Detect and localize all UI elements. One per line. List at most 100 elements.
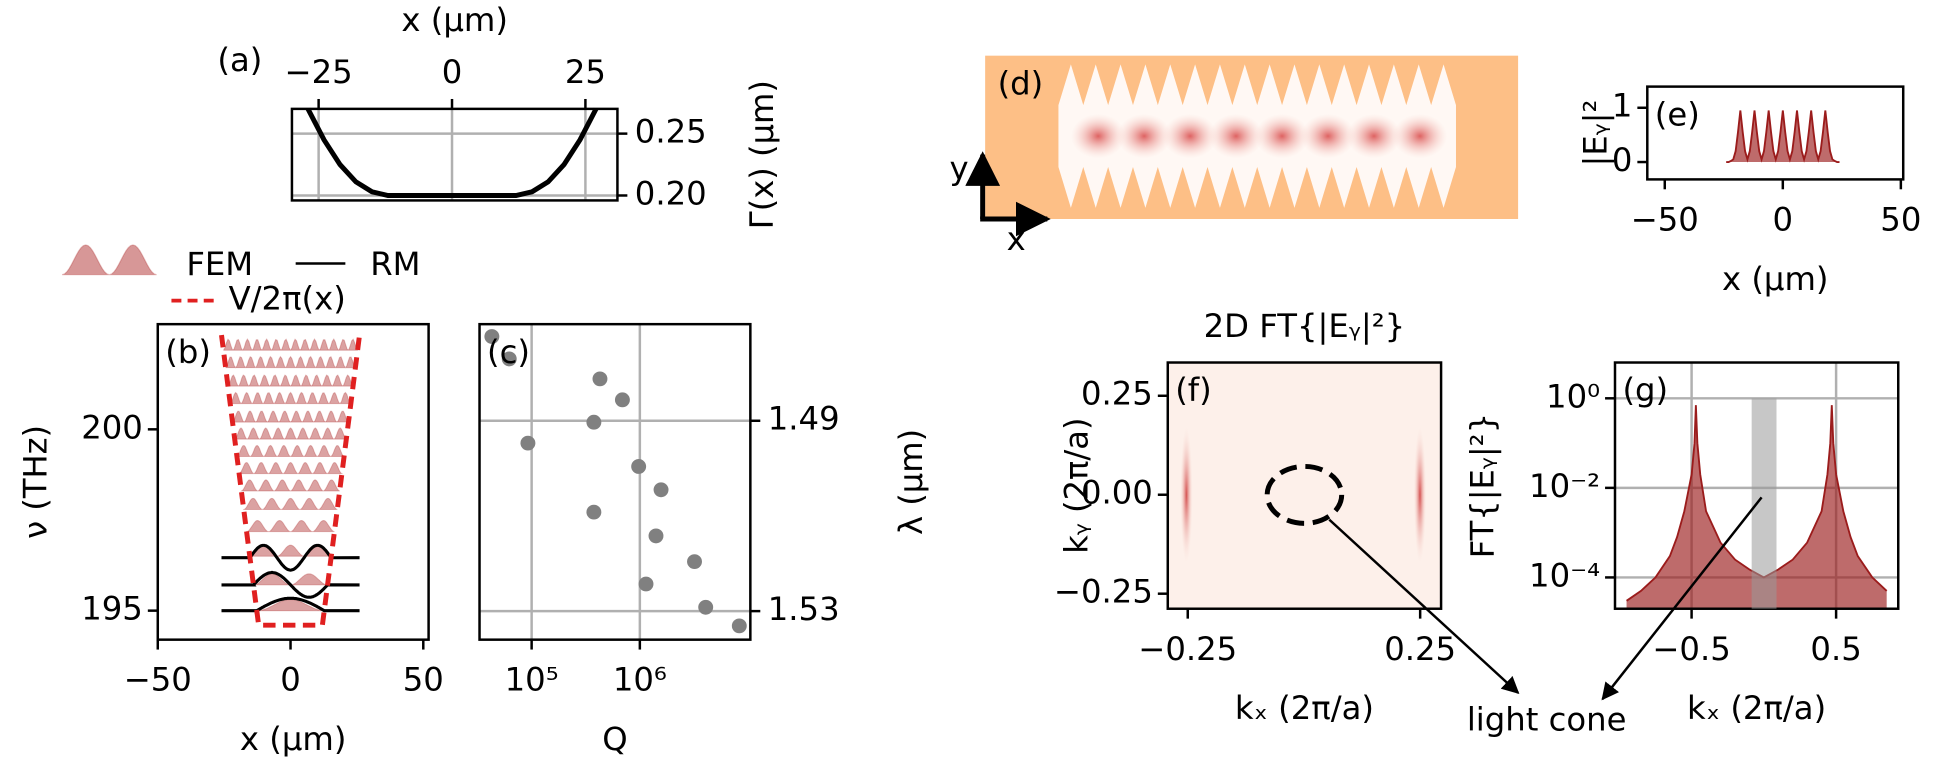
y-tick-label: 200 (81, 408, 143, 446)
x-tick-label: 0 (1773, 201, 1794, 239)
scatter-point (653, 482, 669, 498)
panel-label: (d) (998, 64, 1044, 102)
y-tick-label: 10⁻⁴ (1529, 556, 1600, 594)
rm-mode (221, 570, 360, 599)
y-tick-label: 1.49 (768, 400, 840, 438)
field-lobe (1346, 113, 1402, 159)
y-tick-label: −0.25 (1054, 573, 1153, 611)
y-tick-label: 0.25 (635, 113, 707, 151)
fem-mode (231, 410, 350, 423)
legend-label: FEM (186, 245, 253, 283)
scatter-point (484, 329, 500, 344)
y-axis-label: ν (THz) (16, 425, 54, 539)
x-axis-label: kₓ (2π/a) (1235, 689, 1374, 727)
fem-mode (240, 479, 340, 492)
plot-frame (1646, 85, 1905, 181)
fem-mode (236, 444, 346, 458)
x-tick-label: 25 (565, 53, 606, 91)
scatter-point (592, 371, 608, 387)
panel: −50 0 50 195 200 x (μm) ν (THz) FEM RM V/2π(x) (b) (16, 244, 444, 758)
plot-area (291, 108, 618, 201)
panel: −0.5 0.5 10⁻⁴ 10⁻² 10⁰ kₓ (2π/a) FT{|Eᵧ|²} (g) l… (1464, 361, 1900, 738)
x-axis-label: kₓ (2π/a) (1687, 689, 1826, 727)
rm-mode (221, 543, 360, 572)
y-tick-label: 0.00 (1081, 474, 1153, 512)
fourier-streak (1180, 426, 1193, 563)
y-axis-label: λ (μm) (892, 429, 930, 535)
y-tick-label: 0.20 (635, 175, 707, 213)
scatter-point (586, 414, 602, 430)
scatter-point (648, 528, 664, 544)
x-tick-label: −0.5 (1652, 630, 1730, 668)
area-fill (1726, 110, 1840, 163)
area-fill (1626, 405, 1887, 609)
scatter-point (687, 554, 702, 570)
arrow (1328, 518, 1520, 695)
x-tick-label: −50 (124, 661, 192, 699)
y-axis-label: Γ(x) (μm) (743, 80, 781, 229)
field-lobe (1116, 113, 1172, 159)
panel-label: (c) (487, 333, 530, 371)
fem-mode (245, 520, 335, 533)
data-line (305, 107, 599, 198)
field-lobe (1300, 113, 1356, 159)
x-tick-label: 0 (442, 53, 463, 91)
panel-label: (g) (1622, 371, 1668, 409)
y-tick-label: 0.25 (1081, 375, 1153, 413)
arrow (1601, 496, 1763, 701)
field-lobe (1392, 113, 1448, 159)
scatter-point (698, 599, 714, 615)
scatter-point (520, 435, 536, 451)
panel: yx (d) (950, 55, 1519, 258)
x-axis-label: x (μm) (401, 1, 508, 39)
panel-label: (b) (165, 333, 211, 371)
panel-label: (f) (1175, 371, 1212, 409)
scatter-point (631, 459, 647, 474)
fem-mode (229, 391, 352, 405)
plot-area (1167, 362, 1442, 609)
scatter-point (638, 576, 654, 592)
field-lobe (1070, 113, 1126, 159)
fem-mode (223, 338, 359, 352)
scatter-point (731, 618, 747, 634)
y-tick-label: 195 (81, 590, 143, 628)
panel-label: (a) (217, 41, 262, 79)
plot-frame (156, 322, 430, 641)
panel: −25 0 25 0.20 0.25 x (μm) Γ(x) (μm) (a) (217, 1, 781, 229)
y-tick-label: 10⁰ (1546, 377, 1600, 415)
data-line (1726, 110, 1840, 164)
x-tick-label: 10⁶ (613, 661, 667, 699)
x-tick-label: 0.25 (1384, 630, 1456, 668)
y-axis-label: |Eᵧ|² (1577, 100, 1615, 167)
panel: −50 0 50 0 1 x (μm) |Eᵧ|² (e) (1577, 85, 1921, 298)
x-axis-label: x (μm) (240, 720, 347, 758)
plot-area (479, 324, 751, 640)
scatter-point (586, 504, 602, 520)
x-tick-label: 10⁵ (505, 661, 559, 699)
x-axis-label: Q (602, 720, 627, 758)
y-axis-label: FT{|Eᵧ|²} (1464, 413, 1502, 558)
x-axis-label: x (μm) (1722, 260, 1829, 298)
fem-mode (242, 497, 338, 511)
scatter-point (501, 351, 517, 367)
plot-frame (1166, 361, 1443, 610)
chart-title: 2D FT{|Eᵧ|²} (1204, 307, 1406, 345)
fem-mode (227, 374, 355, 387)
fem-mode (238, 461, 344, 475)
y-axis-label: kᵧ (2π/a) (1057, 417, 1095, 553)
light-cone-circle (1264, 463, 1345, 526)
field-lobe (1254, 113, 1310, 159)
field-lobe (1208, 113, 1264, 159)
legend-swatch (61, 244, 157, 276)
axis-label: x (1007, 220, 1026, 258)
x-tick-label: −50 (1631, 201, 1699, 239)
overlays (1180, 398, 1777, 701)
x-tick-label: 50 (403, 661, 444, 699)
fem-mode (234, 427, 348, 440)
plot-area (1647, 86, 1904, 180)
fem-mode (225, 355, 357, 369)
y-tick-label: 10⁻² (1529, 467, 1600, 505)
plot-frame (290, 107, 619, 202)
